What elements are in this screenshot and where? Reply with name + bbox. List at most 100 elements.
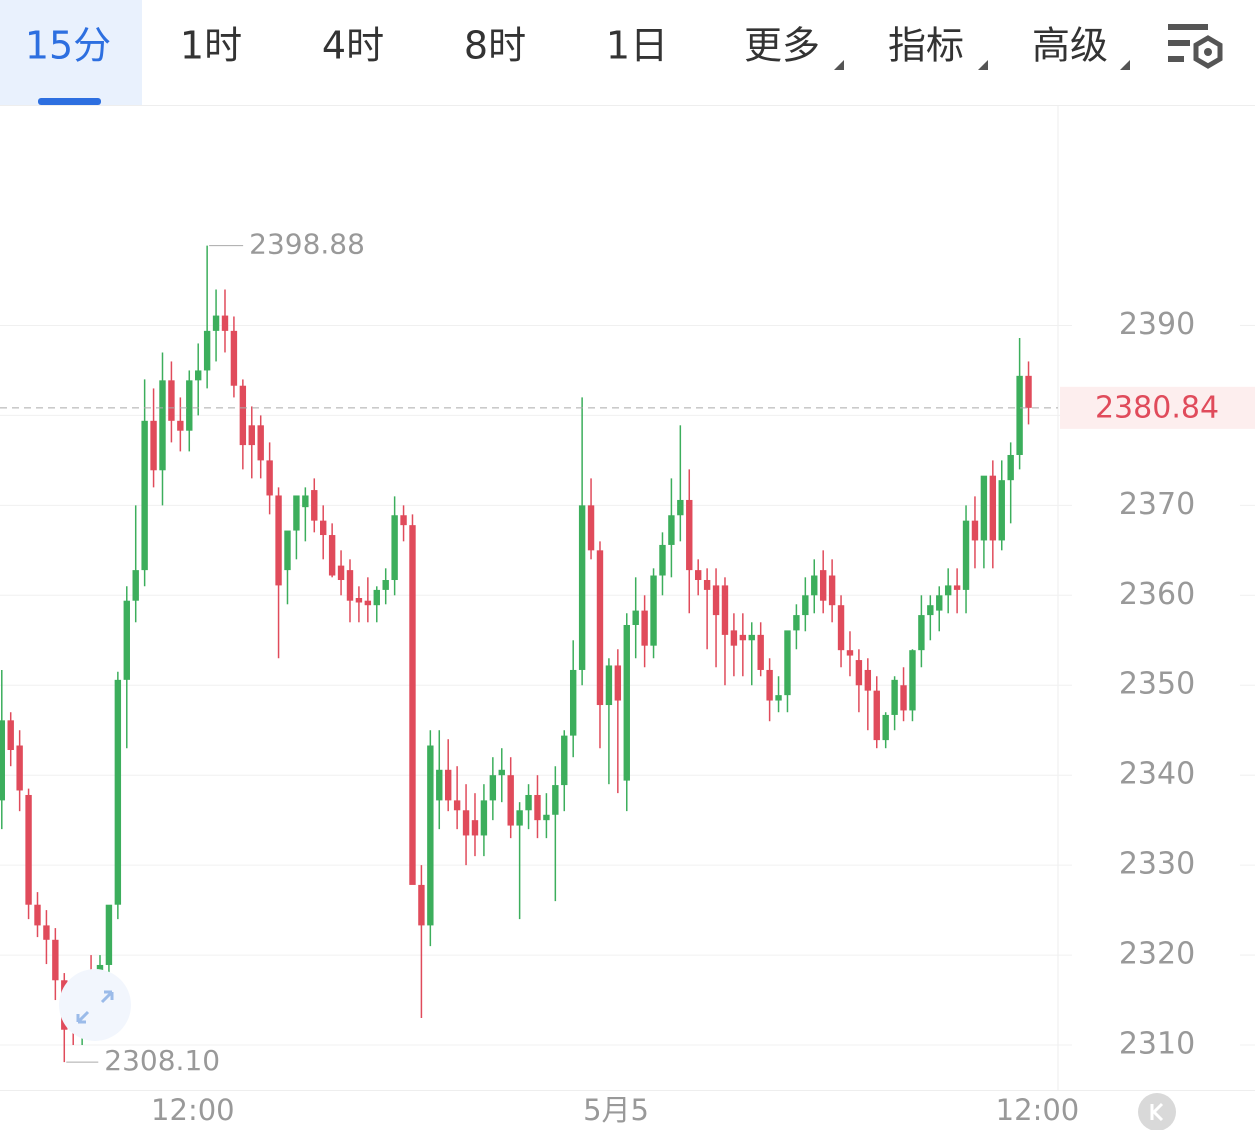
candle-body [400, 515, 407, 526]
candle-body [498, 769, 505, 776]
candle-body [382, 580, 389, 590]
candle-body [1025, 375, 1032, 408]
candle-body [203, 330, 211, 371]
candle-body [436, 769, 443, 801]
candle-body [686, 499, 693, 571]
candle-body [855, 660, 863, 686]
candle-body [186, 380, 193, 431]
candle-body [1007, 454, 1014, 481]
candle-body [900, 685, 907, 711]
y-tick-label: 2350 [1119, 667, 1195, 702]
candle-body [605, 665, 613, 706]
tab[interactable]: 高级 [1032, 24, 1108, 68]
candle-body [712, 585, 720, 616]
candle-body [989, 475, 997, 541]
candle-body [391, 515, 398, 581]
candle-body [953, 585, 961, 590]
plot: 2310 2320 2330 2340 2350 2360 2370 2390 12:00 5月5… [0, 228, 1255, 1127]
candle-body [195, 370, 202, 381]
candle-body [1016, 375, 1023, 455]
candle-body [703, 580, 711, 590]
candle-body [819, 570, 827, 601]
candle-body [444, 769, 452, 801]
candle-body [427, 745, 434, 926]
candle-body [668, 515, 675, 545]
candle-body [43, 925, 50, 940]
candle-body [980, 475, 988, 541]
candle-body [311, 490, 318, 521]
tab[interactable]: 指标 [888, 24, 964, 68]
tab[interactable]: 1日 [606, 24, 668, 68]
tab[interactable]: 1时 [180, 24, 242, 68]
candle-body [16, 745, 23, 791]
tab[interactable]: 8时 [464, 24, 526, 68]
low-label: 2308.10 [104, 1044, 220, 1077]
high-label: 2398.88 [249, 228, 365, 261]
tab[interactable]: 更多 [744, 24, 820, 68]
candle-body [909, 650, 916, 711]
candle-body [543, 814, 550, 821]
candle-body [587, 505, 595, 551]
candle-body [998, 480, 1005, 541]
candle-body [159, 380, 166, 471]
tab[interactable]: 4时 [322, 24, 384, 68]
candle-body [168, 380, 175, 421]
candle-body [927, 605, 934, 616]
candle-body [569, 669, 577, 736]
zoom-button[interactable] [59, 969, 131, 1041]
dropdown-arrow [978, 60, 988, 70]
candle-body [971, 520, 979, 541]
candle-body [141, 420, 148, 571]
tab-bar: 15分 1时 4时 8时 1日 更多 指标 高级 [25, 24, 1108, 68]
candle-body [346, 570, 354, 601]
candle-body [873, 690, 880, 741]
candle-body [802, 595, 809, 616]
candle-body [248, 425, 255, 446]
candle-body [882, 714, 889, 741]
candle-body [694, 570, 702, 581]
candle-body [766, 669, 773, 701]
candle-body [748, 634, 755, 641]
candle-body [561, 735, 568, 786]
candle-body [793, 615, 800, 631]
candle-body [891, 679, 898, 715]
last-price-bg [1060, 386, 1255, 429]
tab[interactable]: 15分 [25, 24, 111, 68]
y-tick-label: 2370 [1119, 487, 1195, 522]
candle-body [507, 775, 514, 826]
candle-body [52, 939, 59, 981]
candle-body [257, 425, 264, 461]
candle-body [132, 570, 139, 601]
candle-body [355, 598, 363, 603]
candle-body [659, 544, 666, 576]
candle-body [962, 520, 970, 590]
candle-body [944, 585, 952, 596]
candle-body [275, 495, 282, 586]
candle-body [302, 495, 309, 508]
candle-body [552, 785, 559, 815]
candle-body [918, 615, 925, 651]
y-tick-label: 2330 [1119, 847, 1195, 882]
candle-body [364, 600, 372, 606]
scroll-latest-icon [1150, 1102, 1164, 1122]
dropdown-arrow [834, 60, 844, 70]
active-tab-bg [0, 0, 142, 105]
candle-body [328, 535, 336, 576]
y-tick-label: 2310 [1119, 1027, 1195, 1062]
candle-body [936, 595, 943, 611]
candle-body [641, 610, 648, 646]
last-price-label: 2380.84 [1095, 390, 1219, 425]
candle-body [453, 800, 461, 811]
candle-body [230, 330, 238, 386]
settings-icon[interactable] [1168, 24, 1223, 69]
candle-body [471, 820, 479, 836]
candle-body [418, 884, 425, 926]
candle-body [177, 420, 184, 431]
y-tick-label: 2390 [1119, 307, 1195, 342]
candle-body [596, 550, 604, 706]
candle-body [721, 585, 729, 635]
candle-body [123, 600, 130, 680]
candle-body [266, 460, 273, 496]
scroll-latest-button[interactable] [1138, 1093, 1176, 1130]
